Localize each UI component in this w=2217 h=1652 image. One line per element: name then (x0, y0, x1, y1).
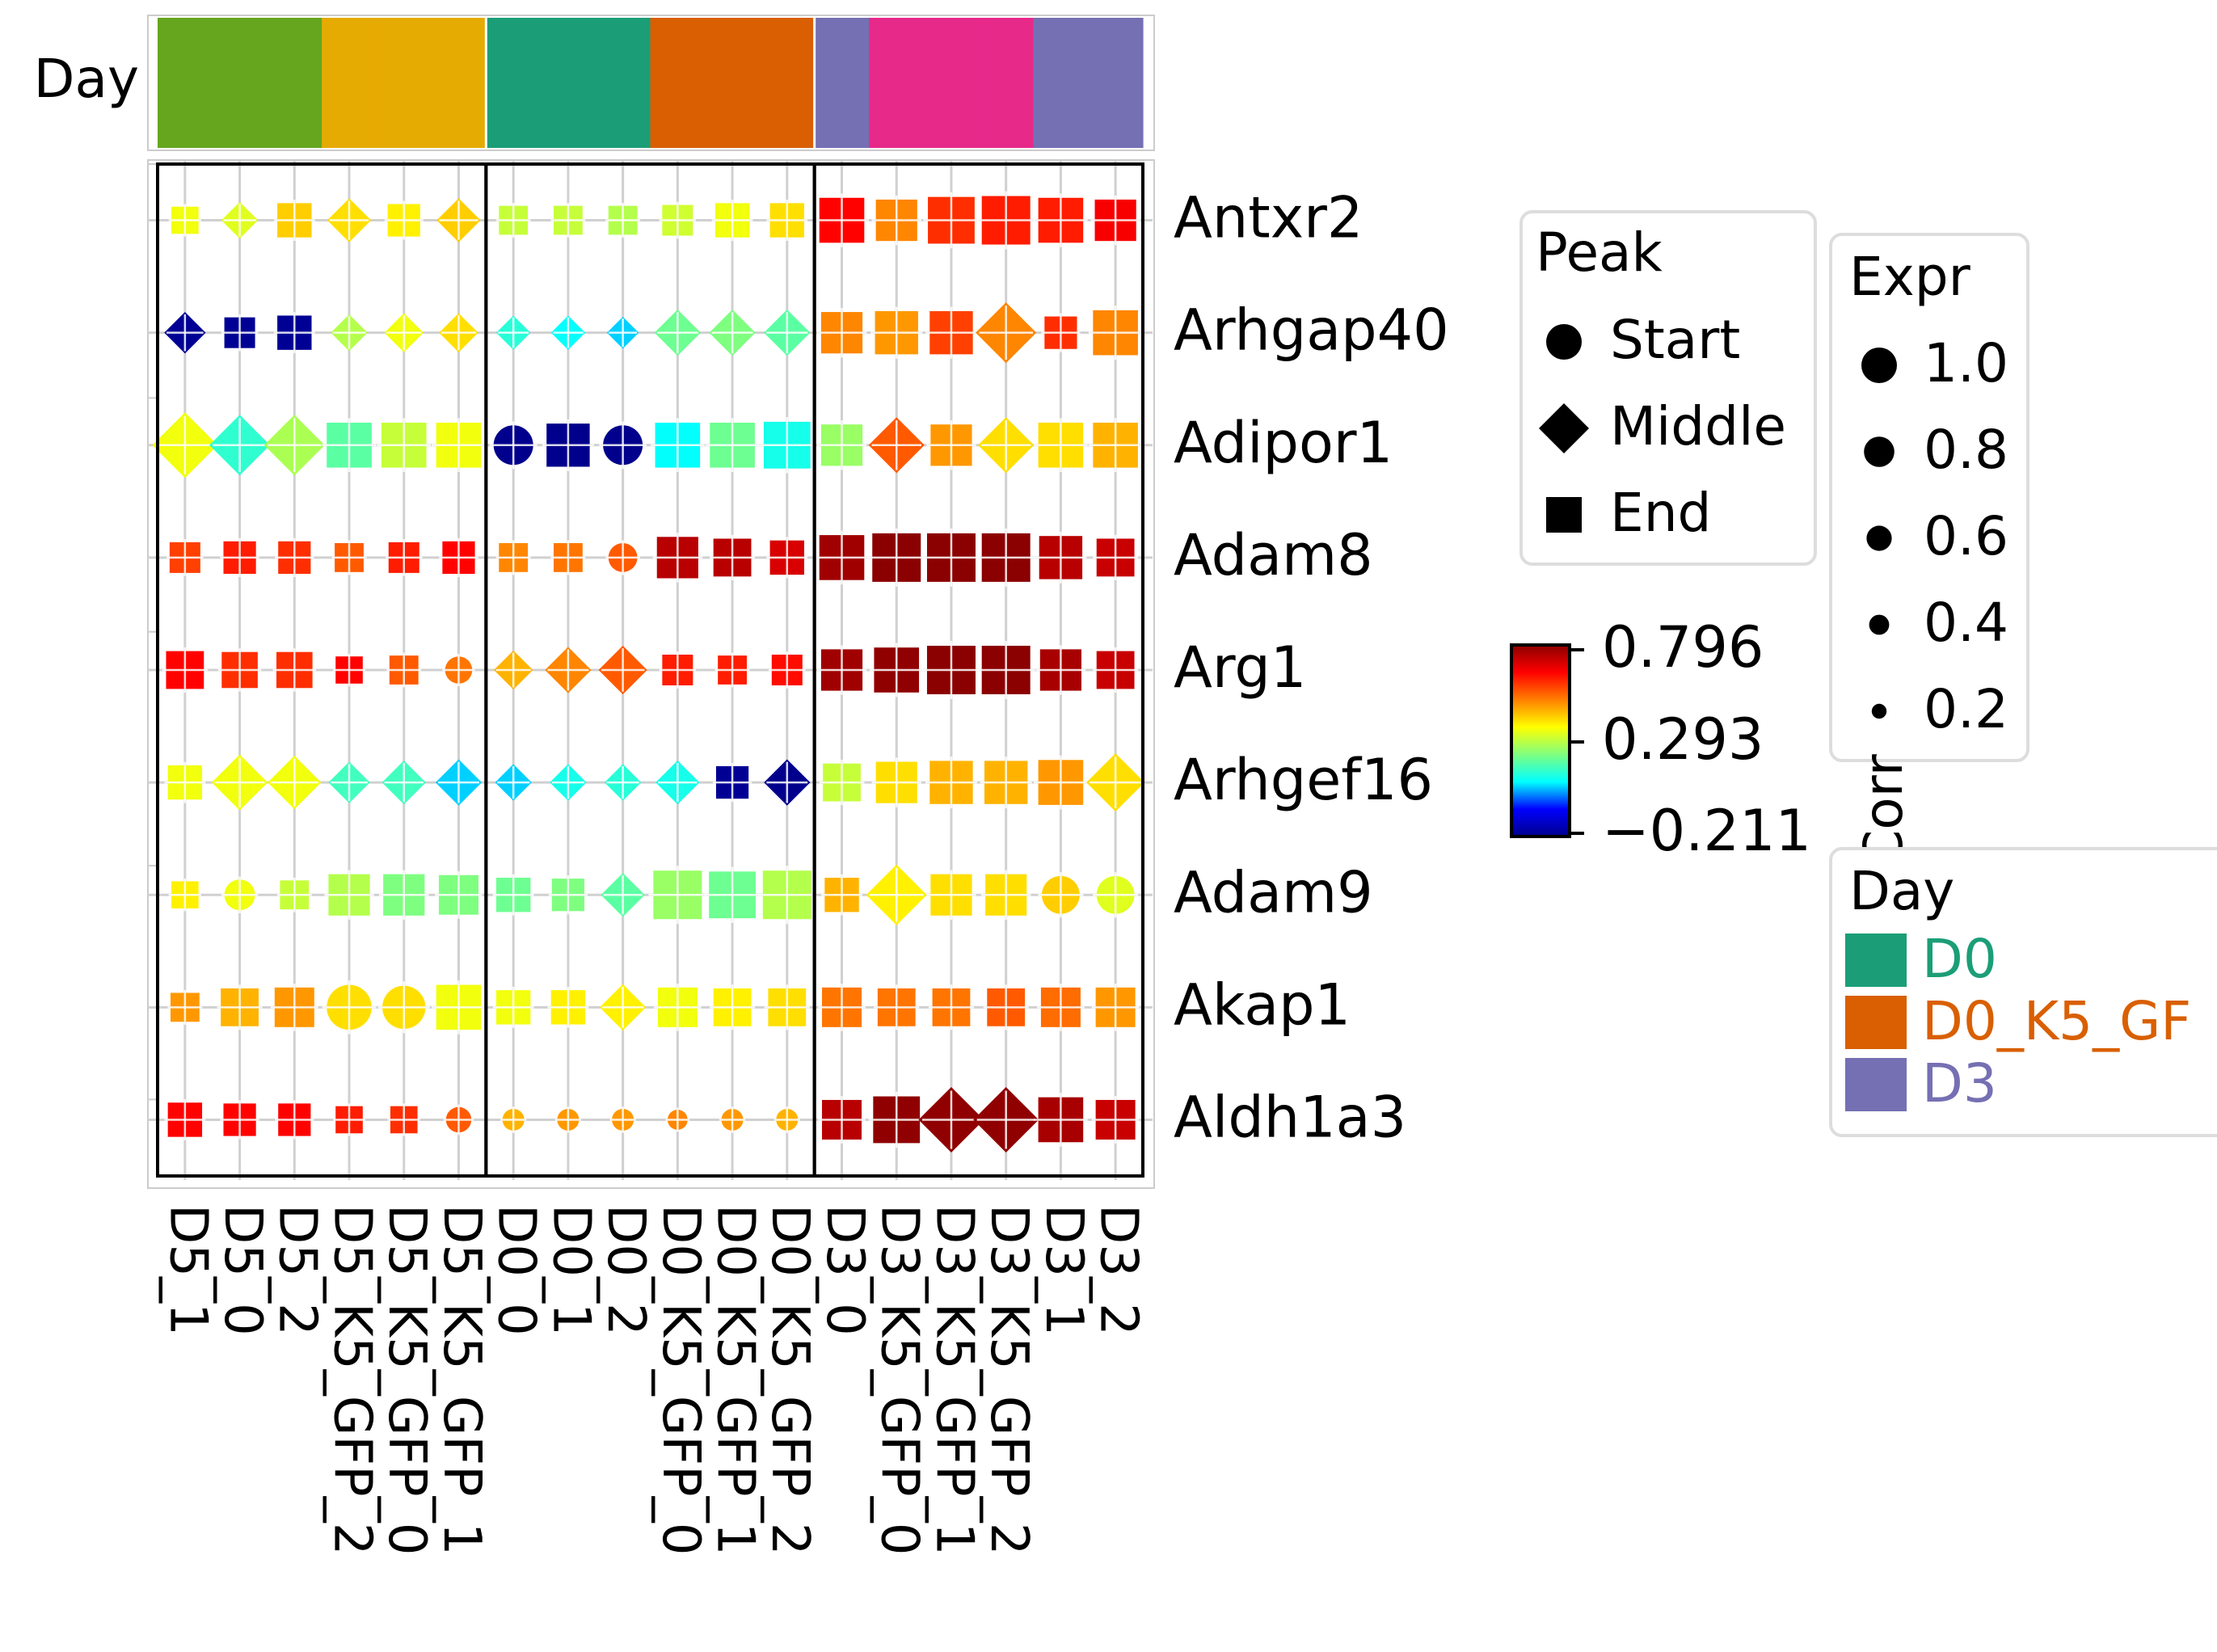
colorbar-tick-label: 0.796 (1602, 614, 1764, 681)
legend-peak-title: Peak (1536, 221, 1663, 284)
legend-expr-dot (1871, 703, 1887, 719)
gene-labels: Antxr2 Arhgap40 Adipor1 Adam8 Arg1 Arhgef16 Ad… (1174, 185, 1449, 1151)
gene-label: Antxr2 (1174, 185, 1363, 251)
column-label: D3_0 (815, 1204, 875, 1336)
column-label: D3_K5_GFP_0 (870, 1204, 929, 1555)
legend-day-label: D0 (1922, 928, 1997, 990)
legend-day-frame (1829, 847, 2217, 1137)
day-bar-cell (1033, 18, 1089, 148)
legend-day-title: Day (1849, 860, 1954, 922)
legend-peak-diamond-icon (1539, 403, 1589, 453)
gene-label: Arhgef16 (1174, 747, 1433, 813)
column-label: D0_2 (596, 1204, 655, 1336)
legend-expr-label: 0.2 (1924, 678, 2008, 740)
day-bar-cell (486, 18, 542, 148)
day-bar-cell (759, 18, 816, 148)
day-bar-cell (705, 18, 761, 148)
legend-day-label: D0_K5_GF (1922, 990, 2191, 1052)
legend-expr-dot (1869, 614, 1890, 635)
day-bar-cell (431, 18, 487, 148)
day-bar-cell (267, 18, 322, 148)
column-label: D0_K5_GFP_0 (651, 1204, 710, 1555)
legend-peak-label: Middle (1610, 395, 1786, 457)
day-bar-cell (650, 18, 706, 148)
gene-label: Akap1 (1174, 971, 1351, 1038)
colorbar-tick-label: 0.293 (1602, 706, 1764, 773)
day-bar-cell (978, 18, 1035, 148)
column-label: D3_K5_GFP_2 (979, 1204, 1039, 1555)
column-label: D0_0 (487, 1204, 546, 1336)
legend-expr-label: 0.6 (1924, 505, 2008, 567)
day-bar-cell (212, 18, 268, 148)
column-labels: D5_1D5_0D5_2D5_K5_GFP_2D5_K5_GFP_0D5_K5_… (158, 1204, 1148, 1555)
day-bar-cell (869, 18, 925, 148)
column-label: D5_2 (268, 1204, 327, 1336)
gene-label: Arg1 (1174, 634, 1306, 701)
legend-peak-label: End (1610, 482, 1711, 544)
legend-expr: Expr 1.0 0.8 0.6 0.4 0.2 (1829, 233, 2029, 762)
legend-expr-label: 0.4 (1924, 592, 2008, 654)
dot-markers (152, 191, 1145, 1153)
day-bar-cell (158, 18, 213, 148)
column-label: D5_0 (213, 1204, 272, 1336)
colorbar-tick-label: −0.211 (1602, 798, 1811, 864)
gene-label: Arhgap40 (1174, 297, 1449, 364)
group-frame (812, 162, 1145, 1178)
legend-expr-label: 0.8 (1924, 419, 2008, 481)
column-label: D3_2 (1089, 1204, 1149, 1336)
legend-day-swatch (1845, 1058, 1907, 1111)
legend-peak-frame (1519, 210, 1817, 566)
legend-expr-dot (1864, 436, 1895, 467)
column-label: D5_K5_GFP_2 (322, 1204, 381, 1555)
legend-peak-square-icon (1546, 497, 1582, 533)
column-label: D0_K5_GFP_1 (706, 1204, 765, 1555)
gene-label: Adam9 (1174, 859, 1373, 925)
legend-expr-dot (1861, 348, 1897, 383)
gene-label: Adam8 (1174, 522, 1373, 588)
day-bar-frame (147, 15, 1155, 151)
legend-expr-label: 1.0 (1924, 332, 2008, 394)
column-label: D3_K5_GFP_1 (924, 1204, 984, 1555)
legend-day-label: D3 (1922, 1052, 1997, 1115)
day-bar-label: Day (34, 48, 139, 110)
day-annotation-bar: Day (34, 15, 1155, 151)
column-label: D5_K5_GFP_1 (432, 1204, 491, 1555)
day-bar-cell (595, 18, 651, 148)
legend-expr-title: Expr (1849, 246, 1971, 308)
day-bar-cell (1088, 18, 1144, 148)
legend-peak: Peak Start Middle End (1519, 210, 1817, 566)
column-label: D0_K5_GFP_2 (760, 1204, 820, 1555)
column-label: D5_1 (158, 1204, 217, 1336)
colorbar-gradient (1510, 643, 1571, 838)
legend-day-swatch (1845, 996, 1907, 1049)
gene-label: Aldh1a3 (1174, 1084, 1406, 1150)
day-bar-cell (376, 18, 432, 148)
day-bar-cell (322, 18, 377, 148)
group-frames (156, 162, 1145, 1178)
day-bar-cell (541, 18, 596, 148)
day-bar-cell (814, 18, 870, 148)
legend-day-swatch (1845, 933, 1907, 987)
column-label: D5_K5_GFP_0 (377, 1204, 436, 1555)
legend-expr-dot (1866, 525, 1892, 551)
legend-peak-label: Start (1610, 309, 1740, 371)
day-bar-cell (924, 18, 980, 148)
column-label: D3_1 (1034, 1204, 1094, 1336)
legend-peak-circle-icon (1546, 324, 1582, 360)
gene-label: Adipor1 (1174, 410, 1393, 476)
column-label: D0_1 (541, 1204, 601, 1336)
